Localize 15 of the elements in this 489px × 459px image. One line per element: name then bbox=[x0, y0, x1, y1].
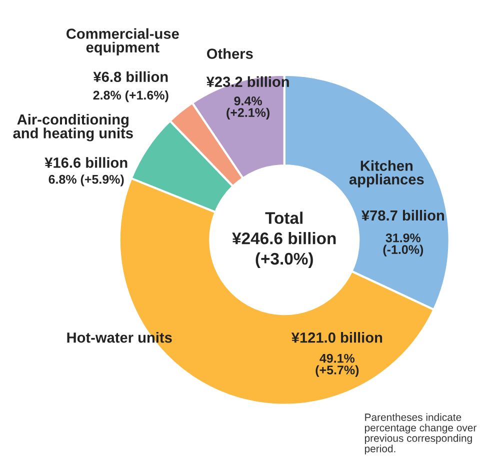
data-label: ¥121.0 billion bbox=[291, 332, 382, 343]
data-label: ¥6.8 billion bbox=[93, 71, 168, 82]
slice-label: Others bbox=[207, 48, 253, 59]
slice-label: Air-conditioning and heating units bbox=[13, 114, 133, 142]
text: 6.8% (+5.9%) bbox=[48, 174, 124, 186]
data-label: ¥78.7 billion bbox=[361, 210, 444, 221]
data-label: ¥16.6 billion bbox=[44, 157, 128, 168]
slice-label: Kitchen appliances bbox=[349, 160, 424, 188]
slice-label: Commercial-use equipment bbox=[66, 28, 179, 56]
text: Total ¥246.6 billion (+3.0%) bbox=[232, 212, 336, 268]
text: 31.9% (-1.0%) bbox=[383, 233, 424, 256]
text: Parentheses indicate percentage change over previous corresponding period. bbox=[364, 413, 476, 454]
text: 2.8% (+1.6%) bbox=[93, 90, 168, 102]
text: 9.4% (+2.1%) bbox=[226, 96, 270, 120]
text: 49.1% (+5.7%) bbox=[316, 354, 359, 377]
